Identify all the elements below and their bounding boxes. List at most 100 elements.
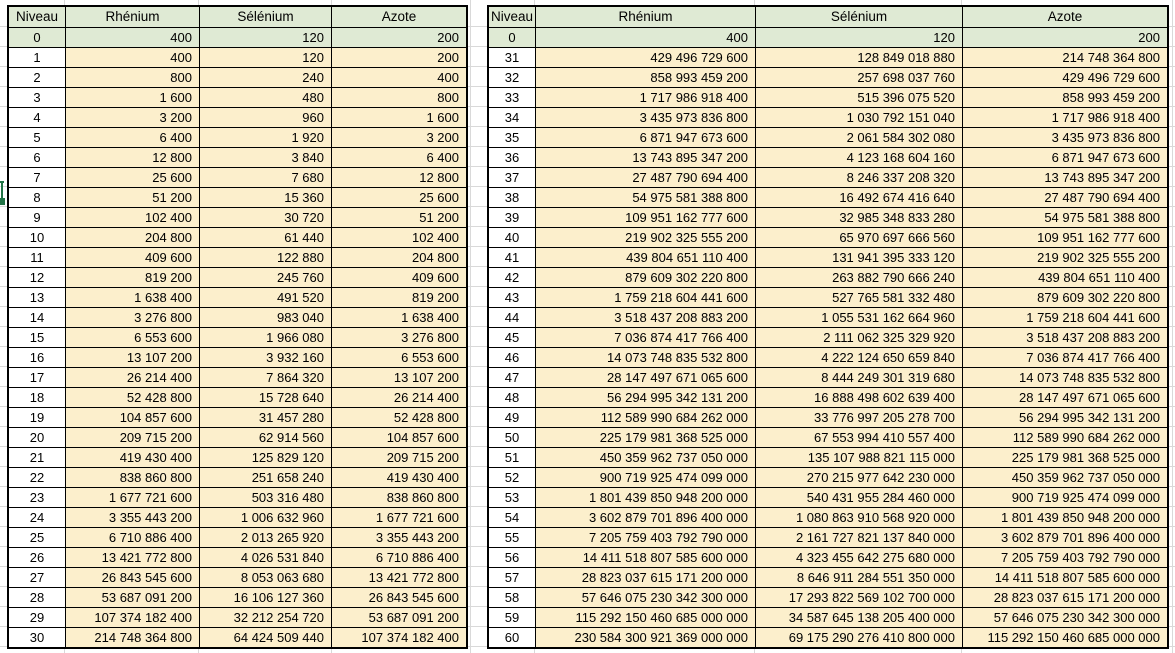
value-cell-selenium[interactable]: 1 006 632 960 — [199, 507, 331, 527]
value-cell-azote[interactable]: 3 602 879 701 896 400 000 — [962, 527, 1167, 547]
value-cell-azote[interactable]: 1 638 400 — [331, 307, 466, 327]
value-cell-azote[interactable]: 13 107 200 — [331, 367, 466, 387]
value-cell-selenium[interactable]: 64 424 509 440 — [199, 627, 331, 647]
value-cell-rhenium[interactable]: 115 292 150 460 685 000 000 — [535, 607, 755, 627]
value-cell-selenium[interactable]: 16 888 498 602 639 400 — [755, 387, 962, 407]
value-cell-rhenium[interactable]: 7 205 759 403 792 790 000 — [535, 527, 755, 547]
value-cell-rhenium[interactable]: 1 677 721 600 — [65, 487, 199, 507]
level-cell[interactable]: 19 — [9, 407, 65, 427]
value-cell-selenium[interactable]: 31 457 280 — [199, 407, 331, 427]
level-cell[interactable]: 17 — [9, 367, 65, 387]
level-cell[interactable]: 38 — [489, 187, 535, 207]
value-cell-azote[interactable]: 1 801 439 850 948 200 000 — [962, 507, 1167, 527]
level-cell[interactable]: 9 — [9, 207, 65, 227]
value-cell-selenium[interactable]: 135 107 988 821 115 000 — [755, 447, 962, 467]
level-cell[interactable]: 45 — [489, 327, 535, 347]
value-cell-rhenium[interactable]: 27 487 790 694 400 — [535, 167, 755, 187]
level-cell[interactable]: 48 — [489, 387, 535, 407]
value-cell-azote[interactable]: 3 276 800 — [331, 327, 466, 347]
value-cell-selenium[interactable]: 32 985 348 833 280 — [755, 207, 962, 227]
value-cell-rhenium[interactable]: 6 553 600 — [65, 327, 199, 347]
value-cell-selenium[interactable]: 30 720 — [199, 207, 331, 227]
level-cell[interactable]: 39 — [489, 207, 535, 227]
value-cell-rhenium[interactable]: 3 276 800 — [65, 307, 199, 327]
level-cell[interactable]: 46 — [489, 347, 535, 367]
value-cell-azote[interactable]: 6 553 600 — [331, 347, 466, 367]
value-cell-rhenium[interactable]: 879 609 302 220 800 — [535, 267, 755, 287]
value-cell-selenium[interactable]: 15 360 — [199, 187, 331, 207]
level-cell[interactable]: 4 — [9, 107, 65, 127]
value-cell-rhenium[interactable]: 12 800 — [65, 147, 199, 167]
level-cell[interactable]: 53 — [489, 487, 535, 507]
value-cell-azote[interactable]: 102 400 — [331, 227, 466, 247]
level-cell[interactable]: 23 — [9, 487, 65, 507]
level-cell[interactable]: 57 — [489, 567, 535, 587]
value-cell-selenium[interactable]: 8 053 063 680 — [199, 567, 331, 587]
value-cell-selenium[interactable]: 540 431 955 284 460 000 — [755, 487, 962, 507]
value-cell-azote[interactable]: 26 214 400 — [331, 387, 466, 407]
column-header-selenium[interactable]: Sélénium — [755, 7, 962, 27]
value-cell-selenium[interactable]: 8 646 911 284 551 350 000 — [755, 567, 962, 587]
level-cell[interactable]: 42 — [489, 267, 535, 287]
level-cell[interactable]: 0 — [9, 27, 65, 47]
value-cell-azote[interactable]: 219 902 325 555 200 — [962, 247, 1167, 267]
value-cell-rhenium[interactable]: 52 428 800 — [65, 387, 199, 407]
value-cell-rhenium[interactable]: 13 421 772 800 — [65, 547, 199, 567]
column-header-selenium[interactable]: Sélénium — [199, 7, 331, 27]
level-cell[interactable]: 49 — [489, 407, 535, 427]
level-cell[interactable]: 56 — [489, 547, 535, 567]
value-cell-azote[interactable]: 225 179 981 368 525 000 — [962, 447, 1167, 467]
level-cell[interactable]: 14 — [9, 307, 65, 327]
value-cell-selenium[interactable]: 122 880 — [199, 247, 331, 267]
value-cell-azote[interactable]: 53 687 091 200 — [331, 607, 466, 627]
level-cell[interactable]: 0 — [489, 27, 535, 47]
level-cell[interactable]: 8 — [9, 187, 65, 207]
value-cell-rhenium[interactable]: 219 902 325 555 200 — [535, 227, 755, 247]
level-cell[interactable]: 3 — [9, 87, 65, 107]
value-cell-azote[interactable]: 200 — [962, 27, 1167, 47]
level-cell[interactable]: 59 — [489, 607, 535, 627]
value-cell-azote[interactable]: 27 487 790 694 400 — [962, 187, 1167, 207]
value-cell-rhenium[interactable]: 209 715 200 — [65, 427, 199, 447]
value-cell-selenium[interactable]: 7 680 — [199, 167, 331, 187]
value-cell-rhenium[interactable]: 450 359 962 737 050 000 — [535, 447, 755, 467]
level-cell[interactable]: 36 — [489, 147, 535, 167]
level-cell[interactable]: 58 — [489, 587, 535, 607]
value-cell-selenium[interactable]: 69 175 290 276 410 800 000 — [755, 627, 962, 647]
value-cell-azote[interactable]: 7 205 759 403 792 790 000 — [962, 547, 1167, 567]
value-cell-azote[interactable]: 54 975 581 388 800 — [962, 207, 1167, 227]
value-cell-selenium[interactable]: 491 520 — [199, 287, 331, 307]
value-cell-selenium[interactable]: 120 — [199, 27, 331, 47]
level-cell[interactable]: 21 — [9, 447, 65, 467]
level-cell[interactable]: 44 — [489, 307, 535, 327]
level-cell[interactable]: 15 — [9, 327, 65, 347]
level-cell[interactable]: 33 — [489, 87, 535, 107]
level-cell[interactable]: 1 — [9, 47, 65, 67]
value-cell-rhenium[interactable]: 13 743 895 347 200 — [535, 147, 755, 167]
value-cell-selenium[interactable]: 263 882 790 666 240 — [755, 267, 962, 287]
value-cell-azote[interactable]: 800 — [331, 87, 466, 107]
level-cell[interactable]: 5 — [9, 127, 65, 147]
level-cell[interactable]: 41 — [489, 247, 535, 267]
value-cell-azote[interactable]: 109 951 162 777 600 — [962, 227, 1167, 247]
level-cell[interactable]: 12 — [9, 267, 65, 287]
value-cell-selenium[interactable]: 61 440 — [199, 227, 331, 247]
value-cell-selenium[interactable]: 125 829 120 — [199, 447, 331, 467]
value-cell-selenium[interactable]: 4 123 168 604 160 — [755, 147, 962, 167]
value-cell-azote[interactable]: 200 — [331, 27, 466, 47]
value-cell-rhenium[interactable]: 800 — [65, 67, 199, 87]
level-cell[interactable]: 55 — [489, 527, 535, 547]
value-cell-azote[interactable]: 115 292 150 460 685 000 000 — [962, 627, 1167, 647]
value-cell-azote[interactable]: 204 800 — [331, 247, 466, 267]
value-cell-azote[interactable]: 1 717 986 918 400 — [962, 107, 1167, 127]
level-cell[interactable]: 2 — [9, 67, 65, 87]
value-cell-azote[interactable]: 3 435 973 836 800 — [962, 127, 1167, 147]
value-cell-selenium[interactable]: 16 492 674 416 640 — [755, 187, 962, 207]
value-cell-azote[interactable]: 28 147 497 671 065 600 — [962, 387, 1167, 407]
value-cell-selenium[interactable]: 1 920 — [199, 127, 331, 147]
value-cell-rhenium[interactable]: 25 600 — [65, 167, 199, 187]
value-cell-selenium[interactable]: 62 914 560 — [199, 427, 331, 447]
level-cell[interactable]: 24 — [9, 507, 65, 527]
level-cell[interactable]: 22 — [9, 467, 65, 487]
column-header-azote[interactable]: Azote — [962, 7, 1167, 27]
